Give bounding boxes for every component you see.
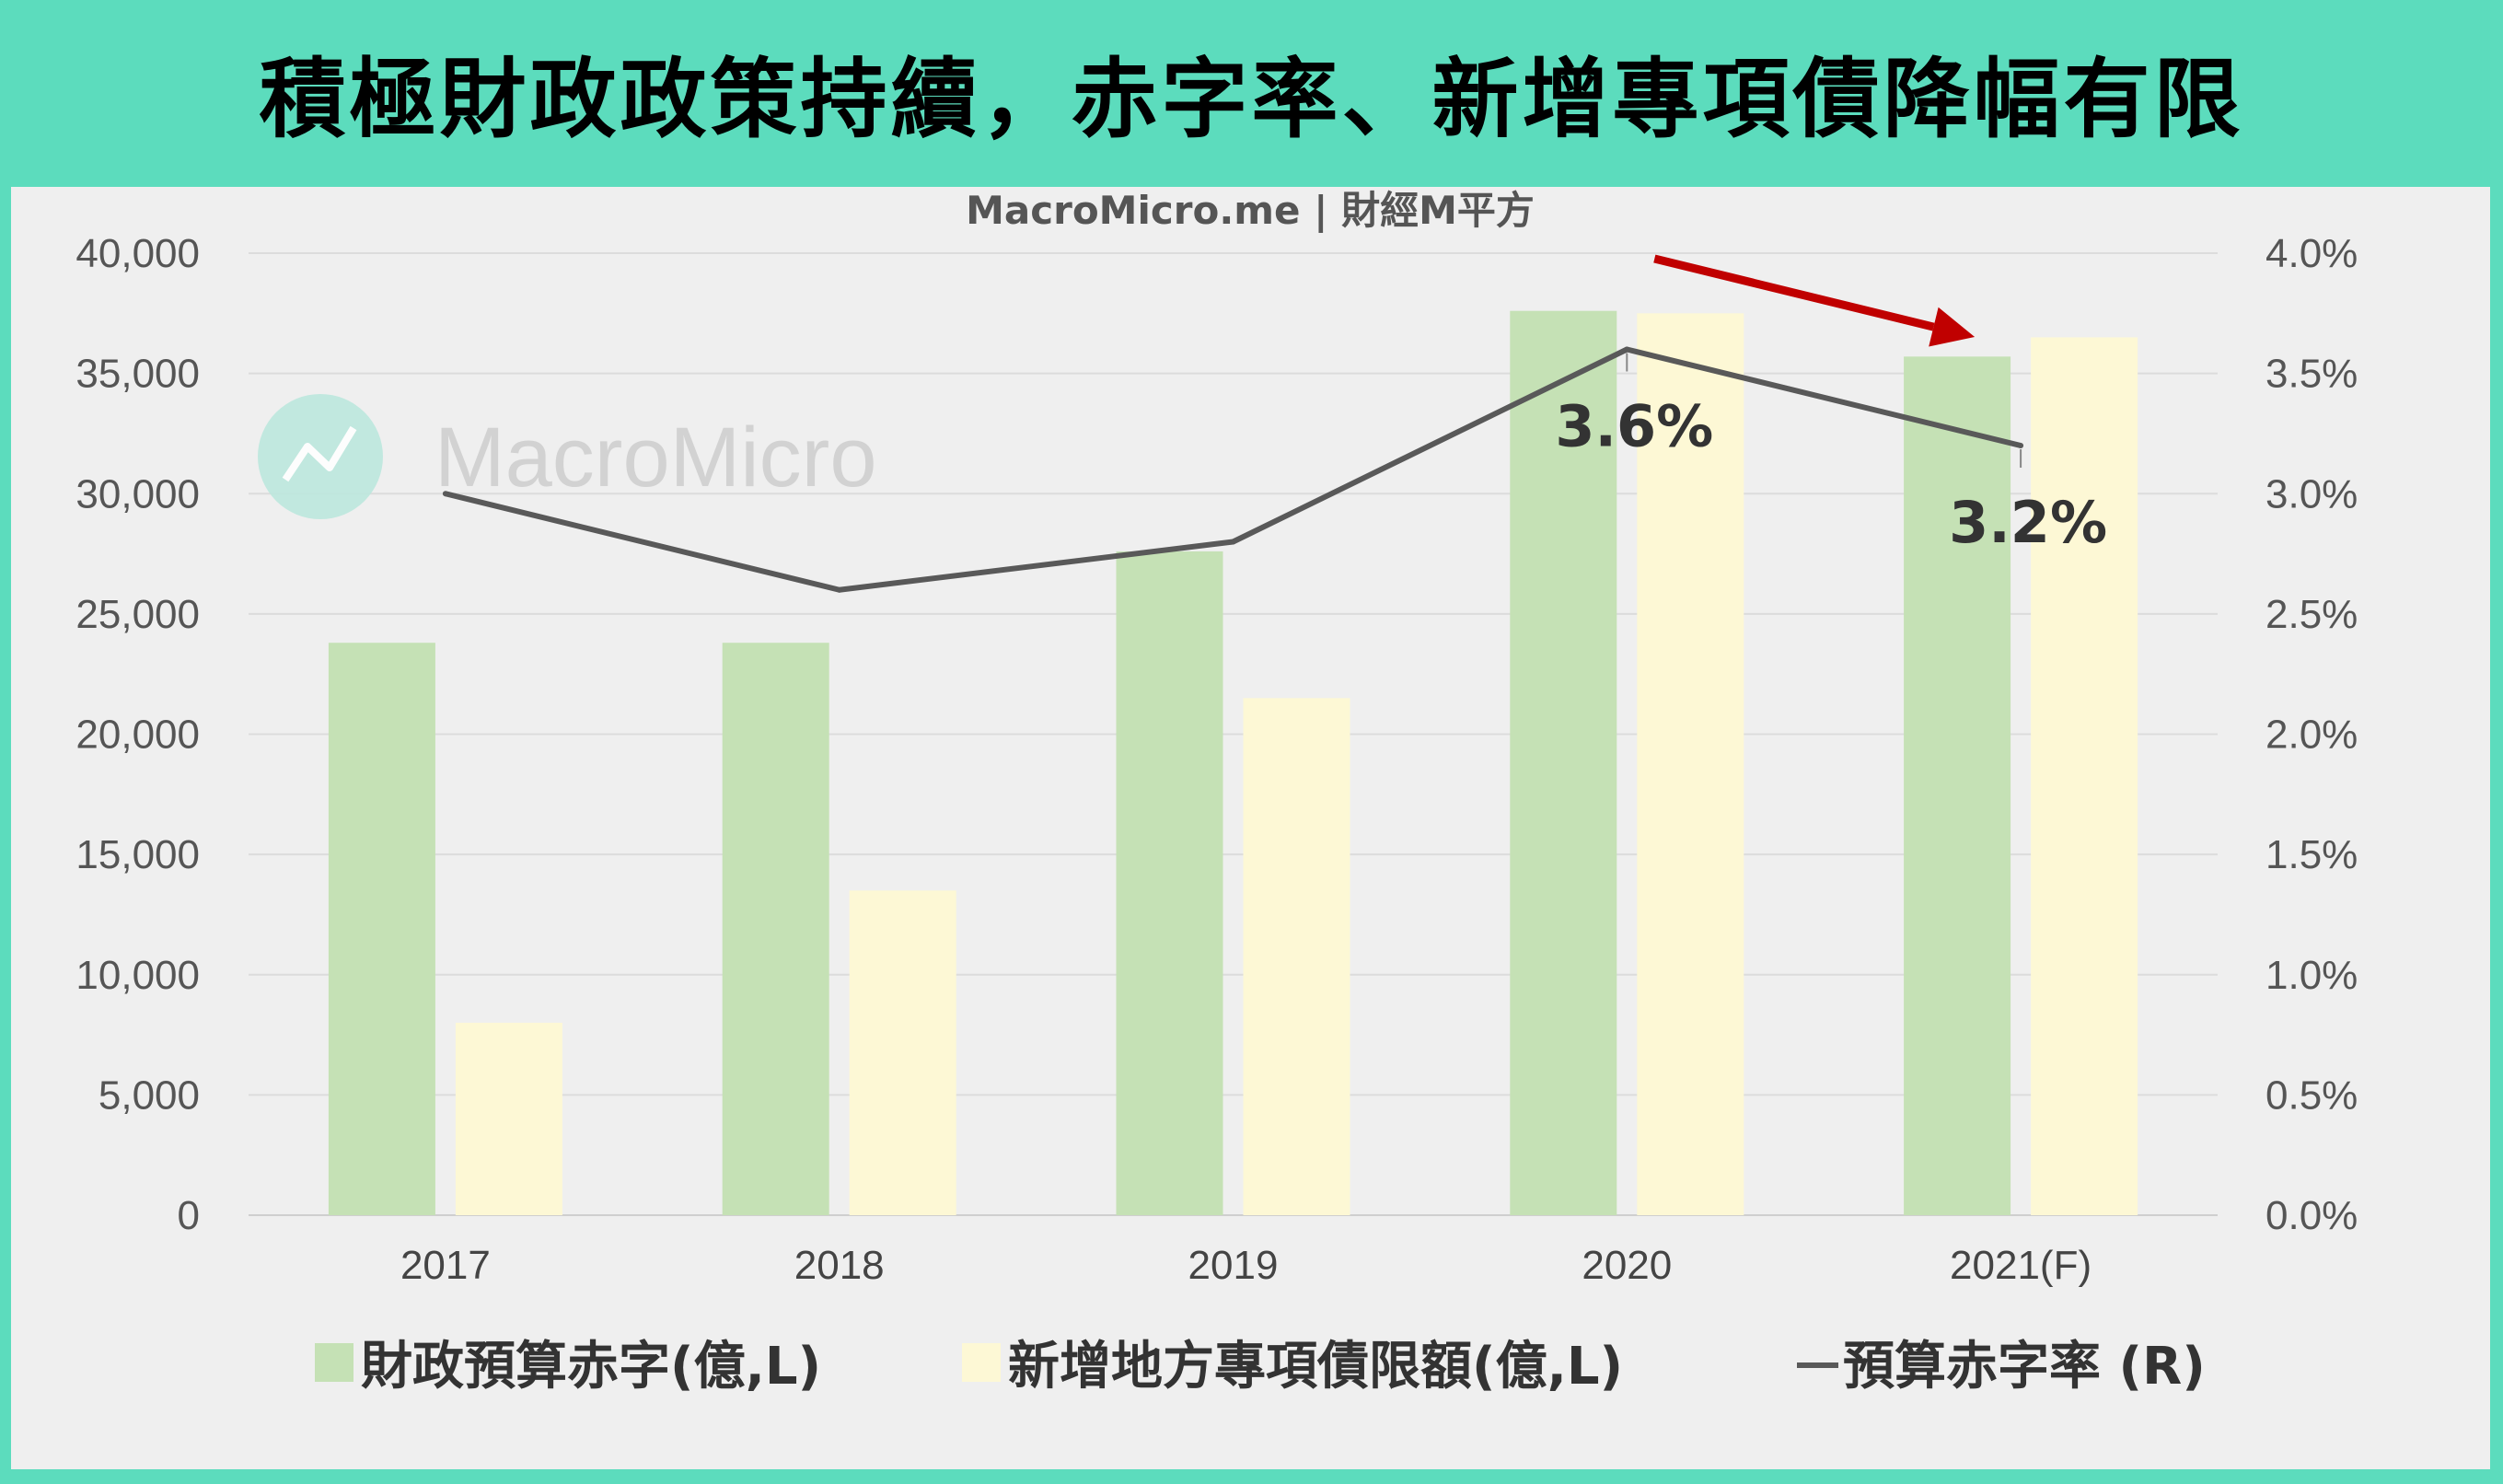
legend-label-special-bond: 新增地方專項債限額(億,L) (1008, 1337, 1623, 1397)
arrow-head-icon (1929, 307, 1976, 347)
x-axis-ticks: 2017 2018 2019 2020 2021(F) (400, 1243, 2092, 1288)
x-tick-label: 2021(F) (1950, 1243, 2092, 1288)
callout-label: 3.2% (1949, 489, 2107, 556)
bar-budget-deficit (328, 643, 435, 1215)
legend-label-rate: 預算赤字率 (R) (1843, 1337, 2206, 1397)
chart-panel: MacroMicro MacroMicro.me | 財經M平方 0 5,000 1… (11, 187, 2490, 1469)
left-tick-label: 20,000 (75, 713, 200, 758)
left-tick-label: 25,000 (75, 592, 200, 637)
chart-title: 積極財政政策持續，赤字率、新增專項債降幅有限 (259, 50, 2244, 150)
right-tick-label: 3.5% (2265, 352, 2358, 397)
chart-canvas: MacroMicro MacroMicro.me | 財經M平方 0 5,000 1… (75, 188, 2358, 1397)
x-tick-label: 2018 (794, 1243, 885, 1288)
rate-point (1230, 539, 1236, 545)
legend-swatch-deficit (315, 1343, 353, 1382)
rate-line-group (442, 346, 2024, 593)
source-label: MacroMicro.me | 財經M平方 (966, 188, 1535, 233)
right-tick-label: 0.0% (2265, 1193, 2358, 1238)
right-tick-label: 1.5% (2265, 832, 2358, 877)
bar-special-bond-quota (849, 890, 956, 1215)
x-tick-label: 2019 (1188, 1243, 1279, 1288)
arrow-shaft (1653, 254, 1935, 331)
rate-point (1624, 346, 1630, 353)
rate-point (836, 586, 842, 593)
bars (328, 310, 2138, 1215)
left-tick-label: 30,000 (75, 471, 200, 516)
watermark-text: MacroMicro (435, 411, 876, 504)
x-tick-label: 2020 (1582, 1243, 1672, 1288)
gridlines (249, 252, 2218, 1216)
left-tick-label: 0 (178, 1193, 200, 1238)
bar-special-bond-quota (1243, 698, 1350, 1215)
right-tick-label: 2.5% (2265, 592, 2358, 637)
right-tick-label: 3.0% (2265, 471, 2358, 516)
bar-budget-deficit (1116, 551, 1223, 1215)
right-tick-label: 0.5% (2265, 1072, 2358, 1118)
right-axis-ticks: 0.0% 0.5% 1.0% 1.5% 2.0% 2.5% 3.0% 3.5% 4.0% (2265, 231, 2358, 1238)
legend-label-deficit: 財政預算赤字(億,L) (361, 1337, 821, 1397)
bar-budget-deficit (722, 643, 829, 1215)
annotations: 3.6% 3.2% (1555, 353, 2107, 556)
bar-special-bond-quota (455, 1023, 562, 1215)
x-tick-label: 2017 (400, 1243, 491, 1288)
right-tick-label: 4.0% (2265, 231, 2358, 276)
left-tick-label: 10,000 (75, 953, 200, 998)
rate-point (442, 491, 448, 497)
trend-arrow (1653, 254, 1976, 347)
right-tick-label: 2.0% (2265, 713, 2358, 758)
right-tick-label: 1.0% (2265, 953, 2358, 998)
legend: 財政預算赤字(億,L) 新增地方專項債限額(億,L) 預算赤字率 (R) (315, 1337, 2206, 1397)
left-tick-label: 5,000 (98, 1072, 200, 1118)
rate-point (2018, 443, 2024, 448)
bar-budget-deficit (1510, 310, 1617, 1215)
callout-label: 3.6% (1555, 393, 1713, 460)
left-tick-label: 40,000 (75, 231, 200, 276)
watermark: MacroMicro (258, 394, 876, 519)
left-axis-ticks: 0 5,000 10,000 15,000 20,000 25,000 30,000 35,0… (75, 231, 200, 1238)
bar-budget-deficit (1904, 356, 2011, 1215)
left-tick-label: 35,000 (75, 352, 200, 397)
watermark-logo-line (282, 425, 357, 482)
left-tick-label: 15,000 (75, 832, 200, 877)
bar-special-bond-quota (2031, 337, 2138, 1215)
bar-special-bond-quota (1637, 313, 1744, 1215)
legend-swatch-special-bond (962, 1343, 1001, 1382)
